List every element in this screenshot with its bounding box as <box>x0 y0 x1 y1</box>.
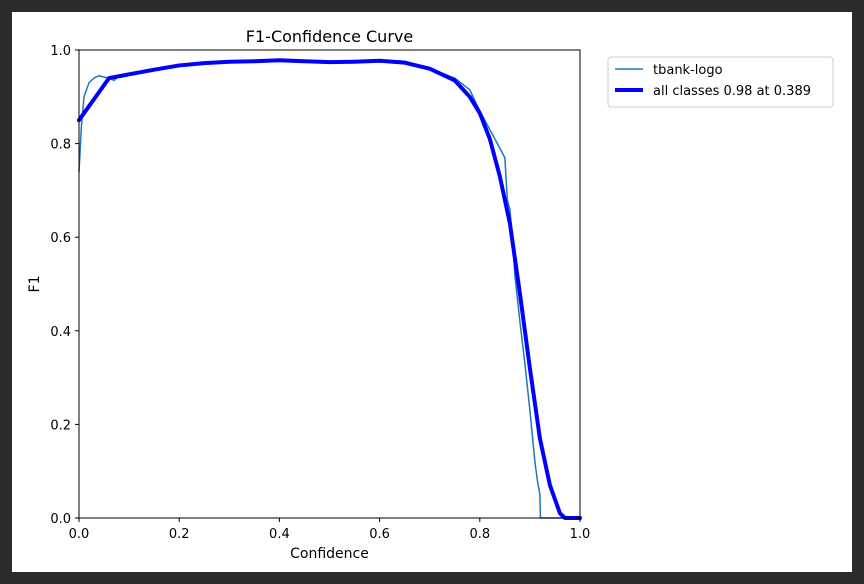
legend-box <box>607 56 834 108</box>
y-tick-label: 0.8 <box>50 138 71 153</box>
legend-label-all-classes: all classes 0.98 at 0.389 <box>653 84 811 99</box>
x-axis-label: Confidence <box>290 546 369 562</box>
axis-ticks: 0.0 0.2 0.4 0.6 0.8 1.0 0.0 0.2 0.4 0.6 0.8 1.0 <box>50 44 590 542</box>
x-tick-label: 0.8 <box>469 527 490 542</box>
chart-title: F1-Confidence Curve <box>246 27 413 46</box>
x-tick-label: 1.0 <box>570 527 591 542</box>
y-tick-label: 0.2 <box>50 418 71 433</box>
x-tick-label: 0.2 <box>169 527 190 542</box>
series-line-all-classes <box>77 58 582 520</box>
y-tick-label: 0.0 <box>50 512 71 527</box>
legend: tbank-logo all classes 0.98 at 0.389 <box>607 56 834 108</box>
legend-label-tbank-logo: tbank-logo <box>653 63 723 78</box>
y-axis-label: F1 <box>27 276 43 293</box>
plot-frame <box>78 49 581 519</box>
f1-confidence-chart: 0.0 0.2 0.4 0.6 0.8 1.0 0.0 0.2 0.4 0.6 0.8 1.0 F1-… <box>27 27 834 562</box>
x-tick-label: 0.4 <box>269 527 290 542</box>
series-lines <box>77 58 582 520</box>
y-tick-label: 1.0 <box>50 44 71 59</box>
x-tick-label: 0.0 <box>69 527 90 542</box>
y-tick-label: 0.4 <box>50 325 71 340</box>
x-tick-label: 0.6 <box>369 527 390 542</box>
chart-figure: 0.0 0.2 0.4 0.6 0.8 1.0 0.0 0.2 0.4 0.6 0.8 1.0 F1-… <box>12 12 852 572</box>
series-line-tbank-logo <box>78 59 581 519</box>
y-tick-label: 0.6 <box>50 231 71 246</box>
